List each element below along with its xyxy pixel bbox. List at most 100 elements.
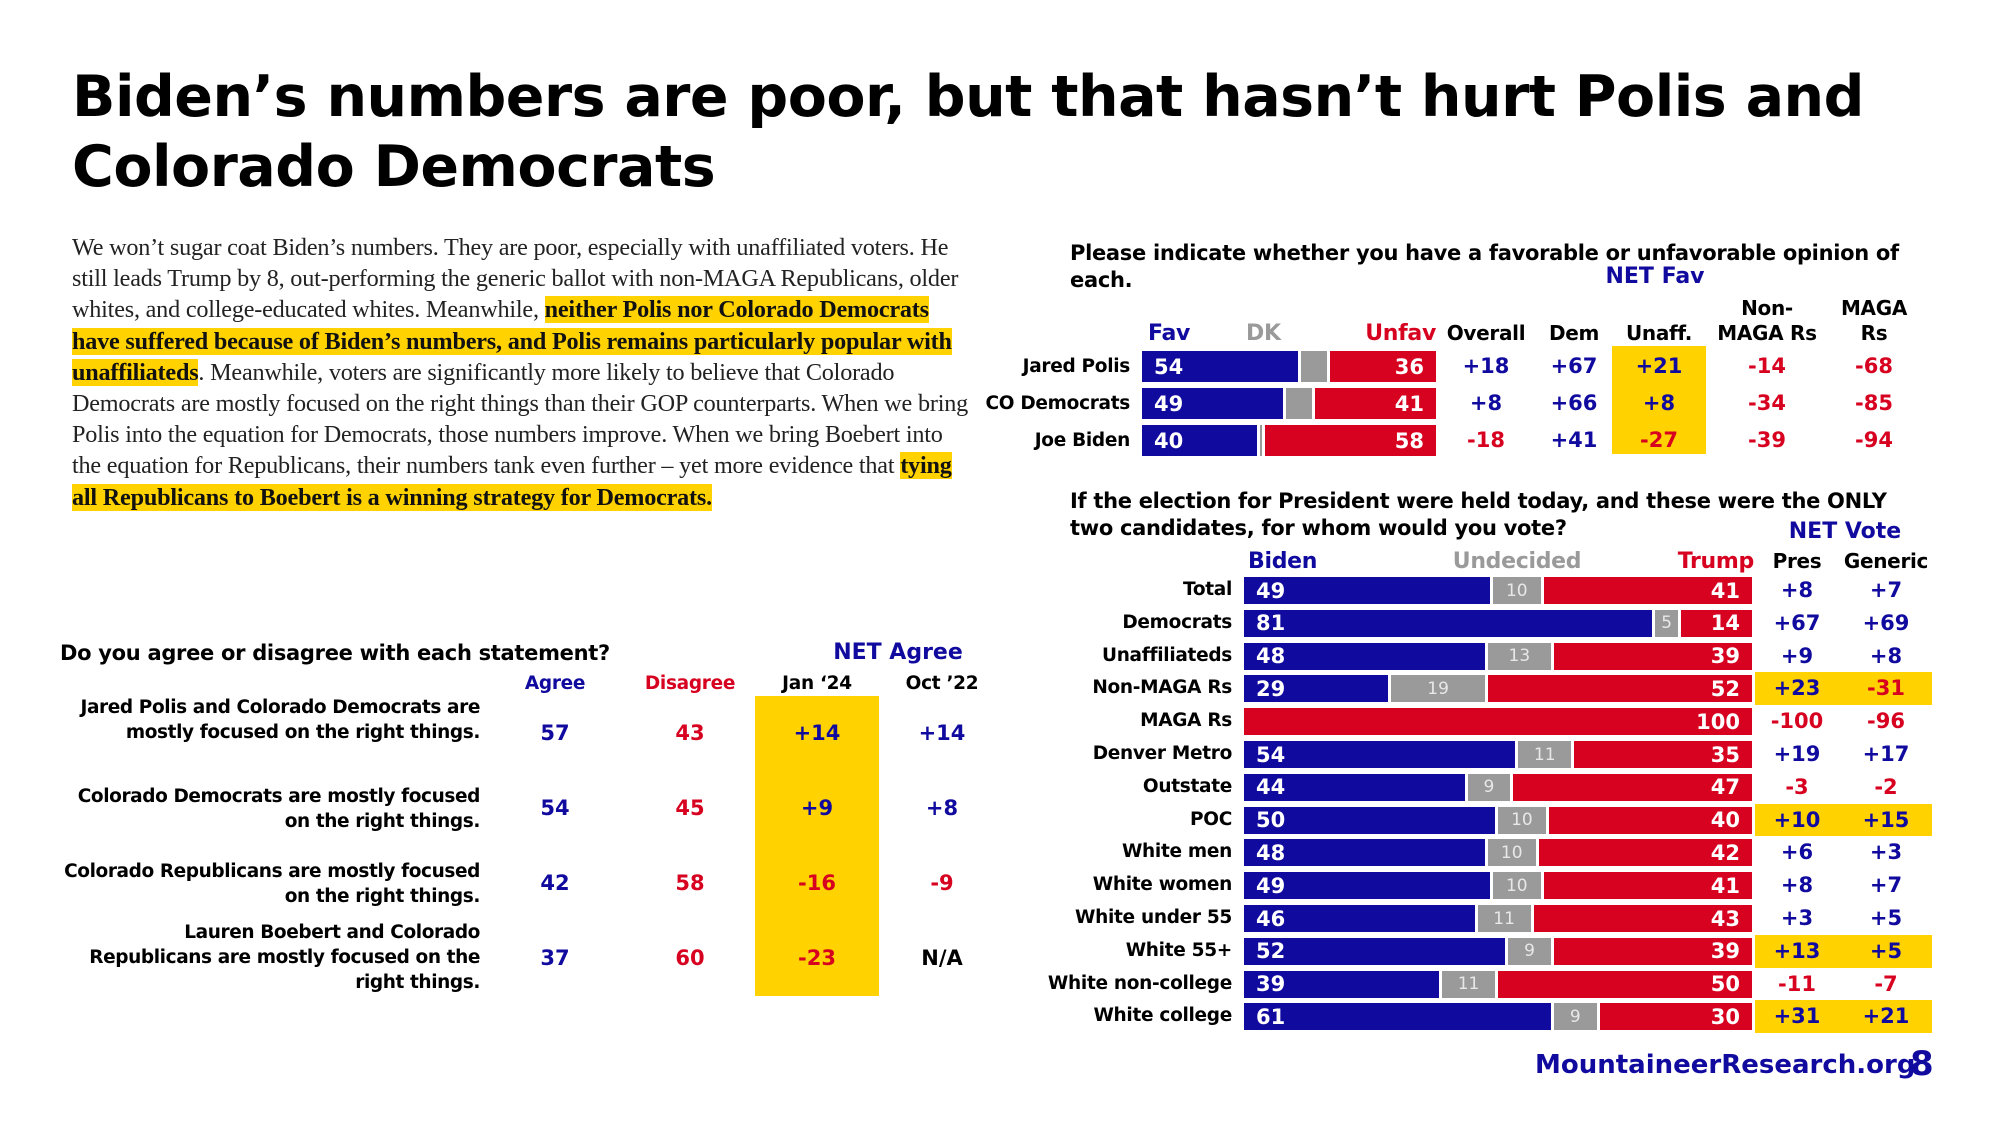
legend-trump: Trump: [1677, 549, 1755, 574]
bar-label-undecided: 11: [1493, 908, 1515, 929]
bar-row: 81 5 14: [1244, 609, 1752, 637]
row-label: White women: [1092, 874, 1233, 896]
bar-label-undecided: 10: [1511, 810, 1533, 831]
net-fav-header-top: Non-: [1741, 296, 1793, 320]
legend-unfav: Unfav: [1365, 321, 1436, 346]
bar-label-biden: 39: [1256, 972, 1286, 997]
bar-label-undecided: 19: [1427, 678, 1449, 699]
bar-biden: [1244, 773, 1465, 801]
bar-trump: [1538, 839, 1752, 867]
slide-title: Biden’s numbers are poor, but that hasn’…: [72, 64, 1864, 200]
cell-disagree: 58: [675, 871, 705, 895]
net-fav-value: +41: [1550, 428, 1598, 452]
bar-label-fav: 49: [1154, 391, 1184, 416]
bar-label-undecided: 5: [1661, 613, 1673, 634]
bar-label-biden: 46: [1256, 906, 1286, 931]
bar-row: 49 10 41: [1244, 577, 1752, 604]
bar-row: 100: [1244, 708, 1752, 736]
bar-undecided: [1391, 675, 1485, 703]
bar-trump: [1553, 937, 1752, 965]
row-label: White non-college: [1047, 972, 1232, 994]
row-label: White 55+: [1125, 939, 1233, 961]
net-pres-value: +23: [1773, 676, 1821, 701]
bar-trump: [1574, 741, 1752, 768]
bar-label-biden: 48: [1256, 840, 1286, 865]
footer-site[interactable]: MountaineerResearch.org: [1535, 1050, 1916, 1080]
bar-label-undecided: 10: [1505, 580, 1528, 601]
bar-fav: [1142, 425, 1257, 456]
net-generic-value: +7: [1869, 578, 1903, 602]
legend-undecided: Undecided: [1452, 549, 1582, 574]
bar-fav: [1142, 388, 1284, 419]
bar-undecided: [1508, 937, 1551, 965]
net-fav-value: -27: [1640, 428, 1678, 452]
net-pres-value: +13: [1773, 938, 1821, 963]
cell-net-oct22: N/A: [921, 946, 963, 970]
bar-label-unfav: 41: [1394, 391, 1424, 416]
net-pres-value: -11: [1778, 971, 1816, 996]
bar-unfav: [1330, 351, 1436, 382]
bar-undecided: [1487, 642, 1551, 670]
unaff-highlight: [1612, 346, 1706, 454]
net-fav-value: +8: [1469, 391, 1503, 415]
statement-label: Jared Polis and Colorado Democrats are m…: [80, 696, 480, 743]
bar-biden: [1244, 872, 1490, 900]
net-pres-value: -100: [1770, 709, 1824, 734]
bar-row: 40 58: [1142, 425, 1436, 456]
net-generic-value: -96: [1867, 709, 1905, 734]
row-label: Jared Polis: [1022, 356, 1131, 377]
bar-label-trump: 41: [1710, 873, 1740, 898]
body-text-2: . Meanwhile, voters are significantly mo…: [72, 358, 968, 480]
net-generic-value: +8: [1869, 643, 1903, 668]
legend-biden: Biden: [1248, 549, 1318, 574]
bar-row: 61 9 30: [1244, 1003, 1752, 1031]
bar-biden: [1244, 741, 1516, 768]
bar-biden: [1244, 609, 1653, 637]
bar-label-fav: 40: [1154, 428, 1184, 453]
bar-biden: [1244, 970, 1440, 998]
bar-row: 49 41: [1142, 388, 1436, 419]
net-vote-highlight: [1755, 1000, 1932, 1034]
bar-biden: [1244, 806, 1495, 834]
bar-row: 46 11 43: [1244, 905, 1752, 932]
net-pres-value: +19: [1773, 742, 1821, 766]
net-pres-value: +10: [1773, 807, 1821, 832]
bar-trump: [1487, 675, 1752, 703]
net-fav-value: +18: [1462, 354, 1510, 378]
bar-undecided: [1467, 773, 1511, 801]
net-fav-value: +8: [1642, 391, 1676, 415]
legend-fav: Fav: [1148, 321, 1191, 346]
bar-trump: [1533, 905, 1752, 932]
bar-undecided: [1442, 970, 1495, 998]
row-label: Non-MAGA Rs: [1092, 677, 1232, 699]
net-fav-value: -39: [1748, 428, 1786, 452]
bar-label-trump: 35: [1710, 742, 1740, 767]
cell-agree: 37: [540, 946, 570, 970]
legend-dk: DK: [1246, 321, 1281, 346]
bar-label-trump: 14: [1710, 611, 1740, 636]
bar-label-trump: 43: [1710, 906, 1740, 931]
net-vote-highlight: [1755, 672, 1932, 706]
bar-label-undecided: 9: [1483, 777, 1495, 798]
bar-label-biden: 49: [1256, 873, 1286, 898]
bar-label-trump: 30: [1710, 1004, 1740, 1029]
bar-label-trump: 41: [1710, 578, 1740, 603]
col-oct22: Oct ’22: [905, 673, 979, 694]
col-agree: Agree: [524, 673, 586, 694]
net-fav-header: Overall: [1446, 321, 1526, 345]
net-generic-value: +5: [1869, 938, 1903, 963]
vote-question: If the election for President were held …: [1070, 489, 1887, 540]
bar-trump: [1543, 872, 1752, 900]
bar-dk: [1286, 388, 1313, 419]
bar-label-trump: 50: [1710, 972, 1740, 997]
bar-undecided: [1655, 609, 1678, 637]
col-jan24: Jan ‘24: [782, 673, 852, 694]
net-fav-header-top: MAGA: [1840, 296, 1908, 320]
cell-net-jan24: -23: [798, 946, 836, 970]
net-vote-title: NET Vote: [1788, 519, 1902, 544]
col-disagree: Disagree: [644, 673, 736, 694]
bar-label-trump: 47: [1710, 775, 1740, 800]
row-label: Total: [1182, 579, 1232, 600]
net-fav-header: Rs: [1860, 321, 1888, 345]
statement-label: Colorado Democrats are mostly focused on…: [77, 786, 481, 832]
